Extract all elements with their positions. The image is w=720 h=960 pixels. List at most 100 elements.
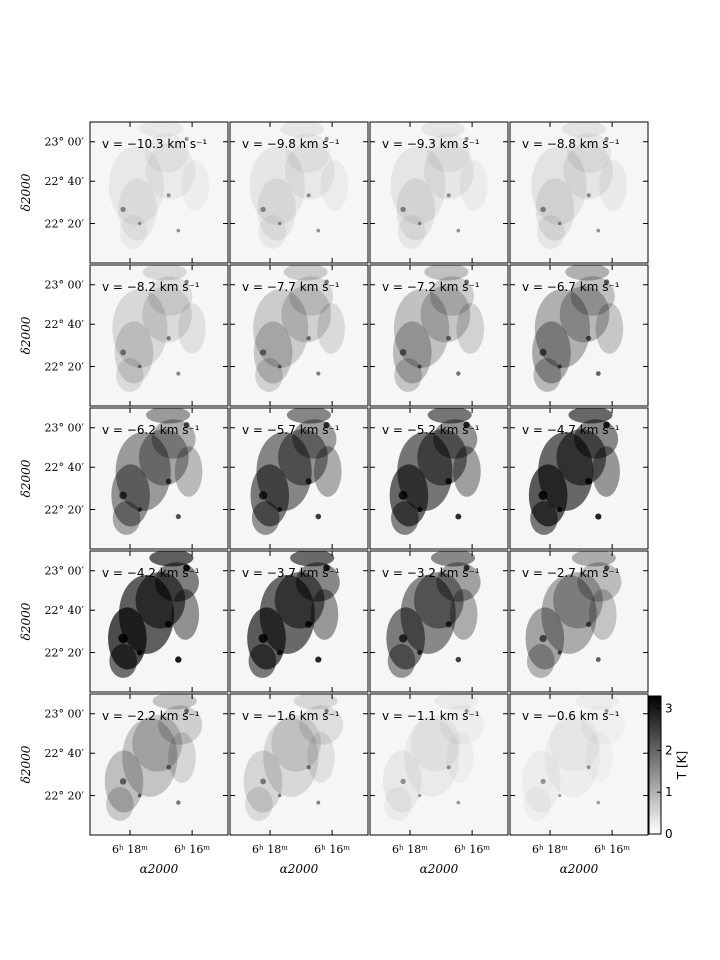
y-tick-label: 23° 00′ (45, 422, 85, 435)
emission-region (456, 303, 485, 354)
emission-clump (176, 800, 181, 805)
emission-region (413, 572, 464, 629)
emission-clump (596, 800, 601, 805)
emission-clump (558, 221, 562, 226)
y-tick-label: 22° 40′ (45, 318, 85, 331)
panel-frame (89, 407, 229, 550)
emission-region (436, 562, 481, 602)
emission-region (570, 276, 615, 316)
y-tick-label: 23° 00′ (45, 565, 85, 578)
velocity-label: v = −9.8 km s⁻¹ (242, 137, 340, 151)
emission-region (382, 750, 422, 813)
velocity-label: v = −5.7 km s⁻¹ (242, 423, 340, 437)
panel-frame (89, 121, 229, 264)
velocity-label: v = −7.2 km s⁻¹ (382, 280, 480, 294)
emission-clump (137, 793, 142, 798)
velocity-label: v = −3.2 km s⁻¹ (382, 566, 480, 580)
panel-background (510, 122, 648, 263)
emission-clump (120, 349, 127, 356)
emission-region (404, 717, 460, 797)
emission-clump (538, 490, 548, 501)
emission-region (533, 358, 562, 392)
emission-region (293, 694, 338, 710)
panel-frame (89, 693, 229, 836)
emission-clump (316, 371, 321, 376)
emission-region (559, 286, 610, 343)
emission-region (313, 446, 342, 497)
emission-region (320, 160, 349, 211)
channel-panel (510, 408, 648, 549)
emission-clump (305, 620, 313, 628)
emission-region (384, 787, 412, 821)
emission-clump (166, 764, 172, 770)
emission-clump (258, 633, 268, 644)
panel-frame (369, 693, 509, 836)
emission-clump (260, 206, 266, 213)
y-tick-label: 23° 00′ (45, 708, 85, 721)
y-axis-label: δ2000 (19, 173, 33, 211)
emission-clump (260, 349, 267, 356)
emission-clump (306, 193, 311, 198)
emission-clump (417, 506, 423, 513)
emission-clump (183, 564, 191, 572)
emission-clump (184, 136, 189, 141)
emission-clump (120, 206, 126, 213)
emission-region (182, 160, 210, 211)
emission-clump (184, 708, 189, 714)
emission-clump (585, 477, 593, 485)
velocity-label: v = −6.2 km s⁻¹ (102, 423, 200, 437)
channel-panel (370, 551, 508, 692)
emission-region (595, 303, 624, 354)
emission-region (283, 265, 328, 281)
emission-clump (456, 800, 461, 805)
emission-clump (604, 279, 610, 285)
emission-region (148, 276, 193, 316)
emission-clump (118, 633, 128, 644)
emission-clump (277, 793, 282, 798)
velocity-label: v = −0.6 km s⁻¹ (522, 709, 620, 723)
emission-region (310, 589, 339, 640)
velocity-label: v = −6.7 km s⁻¹ (522, 280, 620, 294)
emission-region (541, 574, 597, 654)
velocity-label: v = −7.7 km s⁻¹ (242, 280, 340, 294)
panel-frame (509, 121, 649, 264)
emission-clump (417, 364, 422, 369)
emission-region (433, 419, 478, 459)
panel-background (510, 265, 648, 406)
y-tick-label: 22° 20′ (45, 218, 85, 231)
panel-background (510, 694, 648, 835)
panel-background (370, 122, 508, 263)
emission-region (255, 358, 283, 392)
y-axis: 23° 00′ 22° 40′ 22° 20′ δ2000 23° 00′ 22° 40′… (19, 136, 84, 803)
emission-region (114, 321, 154, 384)
velocity-label: v = −8.8 km s⁻¹ (522, 137, 620, 151)
panel-background (230, 122, 368, 263)
emission-clump (586, 193, 591, 198)
emission-region (109, 644, 137, 678)
x-tick-label: 6ʰ 18ᵐ (112, 843, 148, 856)
emission-clump (463, 421, 470, 429)
panel-frame (369, 407, 509, 550)
panel-background (90, 408, 228, 549)
emission-region (523, 787, 551, 821)
emission-region (387, 644, 416, 678)
colorbar: 0 1 2 3 T [K] (648, 695, 689, 841)
emission-clump (137, 364, 142, 369)
emission-region (568, 408, 613, 424)
emission-clump (556, 506, 563, 513)
panel-background (510, 551, 648, 692)
emission-region (553, 572, 603, 629)
x-axis-label: α2000 (140, 862, 179, 876)
emission-region (530, 501, 558, 535)
emission-region (394, 358, 422, 392)
panel-frame (509, 550, 649, 693)
emission-clump (595, 657, 601, 662)
emission-region (290, 551, 335, 567)
y-tick-label: 22° 20′ (45, 504, 85, 517)
emission-clump (165, 620, 173, 628)
emission-region (174, 446, 203, 497)
emission-clump (539, 634, 547, 643)
emission-region (410, 715, 461, 772)
panel-frame (229, 121, 369, 264)
y-axis-label: δ2000 (19, 745, 33, 783)
